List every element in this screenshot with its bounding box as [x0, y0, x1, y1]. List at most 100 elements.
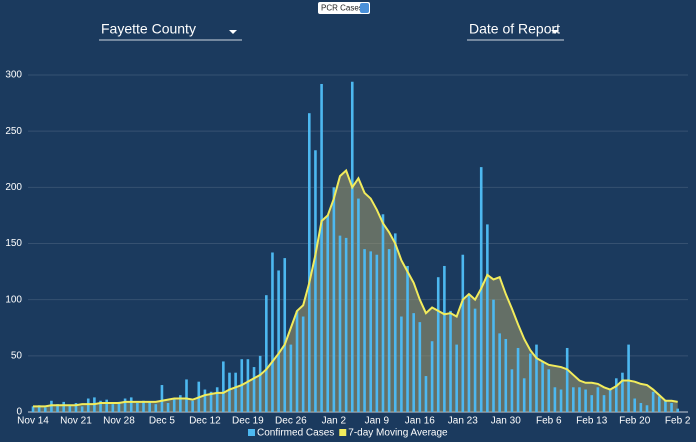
bar — [639, 403, 643, 412]
bar — [129, 397, 133, 412]
bar — [148, 401, 151, 412]
bar — [191, 400, 194, 412]
x-tick-label: Dec 19 — [232, 416, 264, 427]
legend-label: 7-day Moving Average — [348, 428, 448, 439]
bar — [473, 308, 477, 412]
pcr-button[interactable] — [318, 2, 370, 14]
bar — [56, 404, 59, 412]
bar — [633, 398, 637, 412]
bar — [301, 316, 305, 412]
bar — [222, 361, 225, 412]
bar — [271, 252, 274, 412]
bar — [584, 389, 587, 412]
button-icon[interactable] — [360, 3, 369, 13]
x-tick-label: Feb 2 — [665, 416, 691, 427]
bar — [320, 83, 323, 412]
x-tick-label: Nov 14 — [17, 416, 49, 427]
bar — [308, 113, 311, 413]
bar — [50, 400, 53, 412]
bar — [535, 344, 538, 412]
average-line — [33, 168, 678, 408]
bar — [344, 237, 348, 412]
x-tick-label: Nov 28 — [103, 416, 135, 427]
bar — [424, 376, 428, 412]
bar — [529, 353, 532, 412]
bar — [62, 401, 65, 412]
bar — [105, 399, 108, 412]
bar — [443, 265, 446, 412]
bar — [179, 395, 182, 412]
bar — [209, 391, 213, 412]
x-tick-label: Jan 2 — [322, 416, 347, 427]
bar — [228, 372, 231, 412]
y-tick-label: 300 — [5, 70, 22, 81]
bar — [258, 355, 262, 412]
bar — [547, 369, 551, 412]
bar — [185, 379, 188, 412]
x-tick-label: Dec 5 — [149, 416, 176, 427]
bar — [406, 265, 409, 412]
x-tick-label: Jan 30 — [491, 416, 521, 427]
bar — [136, 403, 139, 412]
x-tick-label: Jan 16 — [405, 416, 435, 427]
bar — [657, 396, 661, 412]
x-tick-label: Feb 13 — [576, 416, 608, 427]
bar — [74, 403, 78, 412]
county-dropdown[interactable]: Fayette County — [101, 21, 196, 37]
bar — [117, 401, 121, 412]
bar — [381, 214, 385, 412]
bar — [486, 224, 489, 412]
bar — [31, 406, 35, 412]
y-tick-label: 200 — [5, 182, 22, 193]
bar — [172, 398, 176, 412]
bar — [553, 387, 557, 412]
bar — [350, 81, 354, 413]
bar — [522, 378, 526, 412]
bar — [203, 389, 207, 412]
bar — [461, 254, 465, 412]
bar — [363, 249, 366, 412]
y-tick-label: 100 — [5, 294, 22, 305]
x-tick-label: Dec 26 — [275, 416, 307, 427]
legend-label: Confirmed Cases — [257, 428, 334, 439]
dropdown-arrow[interactable] — [229, 30, 237, 34]
bar — [627, 344, 630, 412]
bar — [166, 403, 170, 412]
bar — [277, 270, 280, 412]
bar — [123, 398, 127, 412]
bar — [578, 387, 581, 412]
bar — [142, 400, 145, 412]
y-tick-label: 150 — [5, 238, 22, 249]
x-tick-label: Feb 20 — [619, 416, 651, 427]
bar — [430, 341, 434, 412]
dropdown-arrow[interactable] — [551, 30, 559, 34]
bar — [234, 372, 237, 412]
bar — [160, 385, 164, 412]
legend-swatch — [248, 429, 255, 436]
bar — [252, 367, 256, 412]
bar — [670, 403, 673, 412]
bar — [590, 395, 594, 412]
bar — [265, 295, 268, 412]
bar — [602, 395, 606, 412]
bar — [99, 400, 102, 412]
bar — [608, 389, 612, 412]
bar — [492, 299, 495, 412]
bar — [621, 372, 624, 412]
bar — [510, 369, 514, 412]
x-tick-label: Dec 12 — [189, 416, 221, 427]
bar — [338, 235, 342, 412]
bar — [246, 359, 250, 412]
x-tick-label: Nov 21 — [60, 416, 92, 427]
bar — [375, 254, 379, 412]
bar — [541, 361, 544, 412]
pcr-button-label[interactable]: PCR Cases — [321, 4, 363, 13]
x-tick-label: Jan 23 — [448, 416, 478, 427]
bar — [504, 338, 508, 412]
bar — [455, 344, 458, 412]
sort-dropdown[interactable]: Date of Report — [469, 21, 560, 37]
bar — [412, 313, 415, 412]
bar — [332, 187, 336, 412]
bar — [664, 400, 667, 412]
